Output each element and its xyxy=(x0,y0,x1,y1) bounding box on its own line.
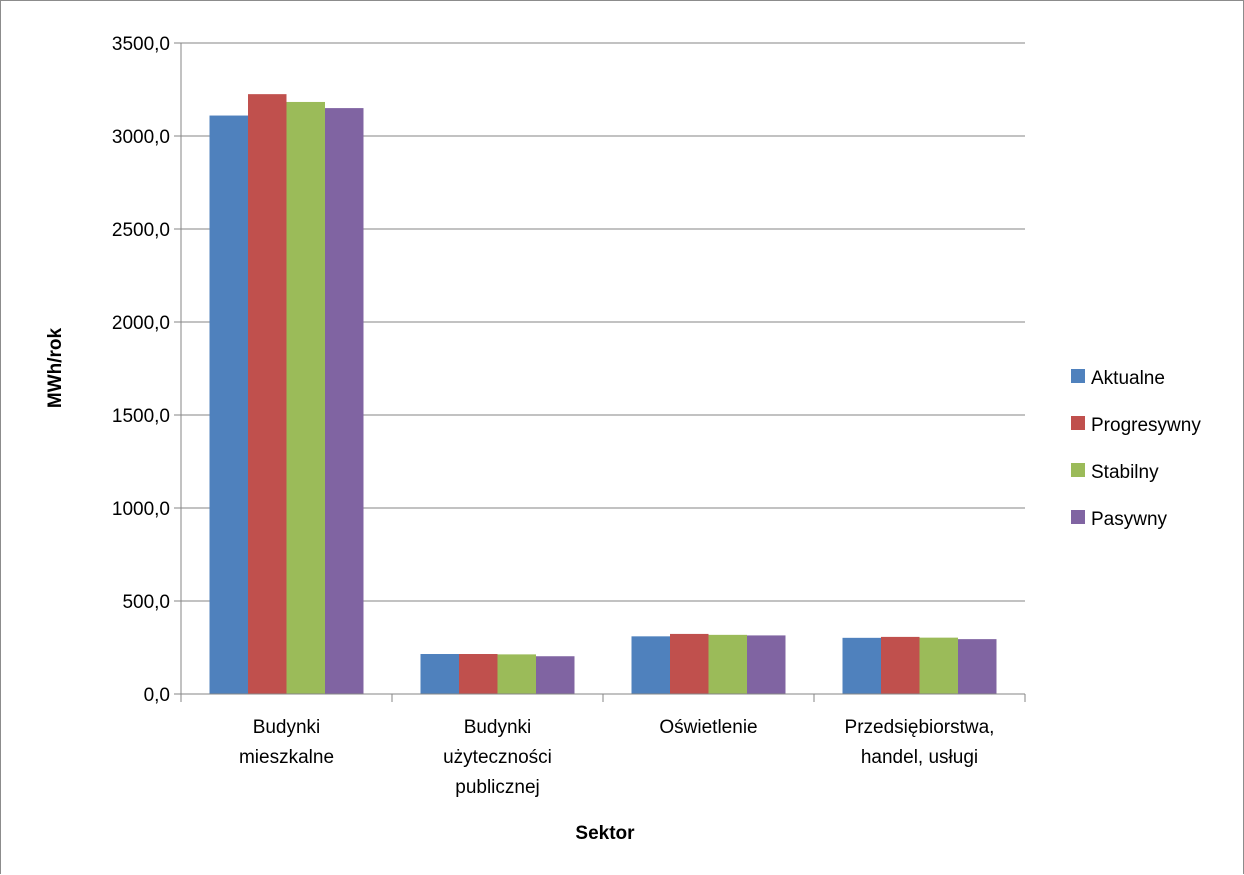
legend-label-pasywny: Pasywny xyxy=(1091,509,1168,530)
x-tick-label-line: mieszkalne xyxy=(239,747,334,768)
legend-swatch-progresywny xyxy=(1071,416,1085,430)
x-tick-label: Budynki użyteczności publicznej xyxy=(443,717,552,798)
y-tick-label: 2500,0 xyxy=(112,220,170,241)
x-tick-label-line: Budynki xyxy=(253,717,321,738)
bar-stabilny-1 xyxy=(497,654,536,694)
legend-swatch-pasywny xyxy=(1071,510,1085,524)
y-tick-label: 0,0 xyxy=(144,685,170,706)
bar-progresywny-3 xyxy=(881,636,920,694)
x-tick-label-line: publicznej xyxy=(455,777,540,798)
y-tick-label: 1000,0 xyxy=(112,499,170,520)
x-tick-label-line: Oświetlenie xyxy=(659,717,757,738)
x-axis-title: Sektor xyxy=(575,823,635,844)
x-tick-label-line: Przedsiębiorstwa, xyxy=(845,717,995,738)
legend-swatch-stabilny xyxy=(1071,463,1085,477)
x-tick-label: Budynki mieszkalne xyxy=(239,717,334,768)
legend: Aktualne Progresywny Stabilny Pasywny xyxy=(1071,368,1201,530)
bar-stabilny-3 xyxy=(919,637,958,694)
bar-pasywny-1 xyxy=(536,656,575,694)
y-tick-label: 3000,0 xyxy=(112,127,170,148)
bars xyxy=(209,94,997,695)
legend-swatch-aktualne xyxy=(1071,369,1085,383)
y-tick-label: 1500,0 xyxy=(112,406,170,427)
bar-pasywny-2 xyxy=(747,635,786,694)
x-tick-label-line: Budynki xyxy=(464,717,532,738)
x-tick-label: Przedsiębiorstwa, handel, usługi xyxy=(845,717,995,768)
bar-aktualne-2 xyxy=(631,636,670,694)
bar-pasywny-0 xyxy=(325,108,364,695)
legend-label-progresywny: Progresywny xyxy=(1091,415,1201,436)
y-tick-label: 3500,0 xyxy=(112,34,170,55)
y-tick-label: 500,0 xyxy=(122,592,170,613)
legend-label-aktualne: Aktualne xyxy=(1091,368,1165,389)
y-tick-label: 2000,0 xyxy=(112,313,170,334)
legend-label-stabilny: Stabilny xyxy=(1091,462,1159,483)
bar-progresywny-1 xyxy=(459,654,498,694)
bar-progresywny-0 xyxy=(248,94,287,694)
x-tick-label-line: użyteczności xyxy=(443,747,552,768)
y-tick-labels: 0,0 500,0 1000,0 1500,0 2000,0 2500,0 3000,0 35… xyxy=(112,34,170,706)
bar-pasywny-3 xyxy=(958,639,997,694)
bar-stabilny-0 xyxy=(286,101,325,695)
bar-progresywny-2 xyxy=(670,633,709,694)
y-axis-title: MWh/rok xyxy=(45,327,66,408)
x-tick-label: Oświetlenie xyxy=(659,717,757,738)
bar-aktualne-0 xyxy=(209,115,248,695)
bar-aktualne-3 xyxy=(842,637,881,694)
bar-aktualne-1 xyxy=(420,654,459,694)
x-tick-label-line: handel, usługi xyxy=(861,747,978,768)
axes xyxy=(180,43,1026,702)
x-tick-labels: Budynki mieszkalne Budynki użyteczności publ… xyxy=(239,717,995,798)
bar-stabilny-2 xyxy=(708,634,747,694)
